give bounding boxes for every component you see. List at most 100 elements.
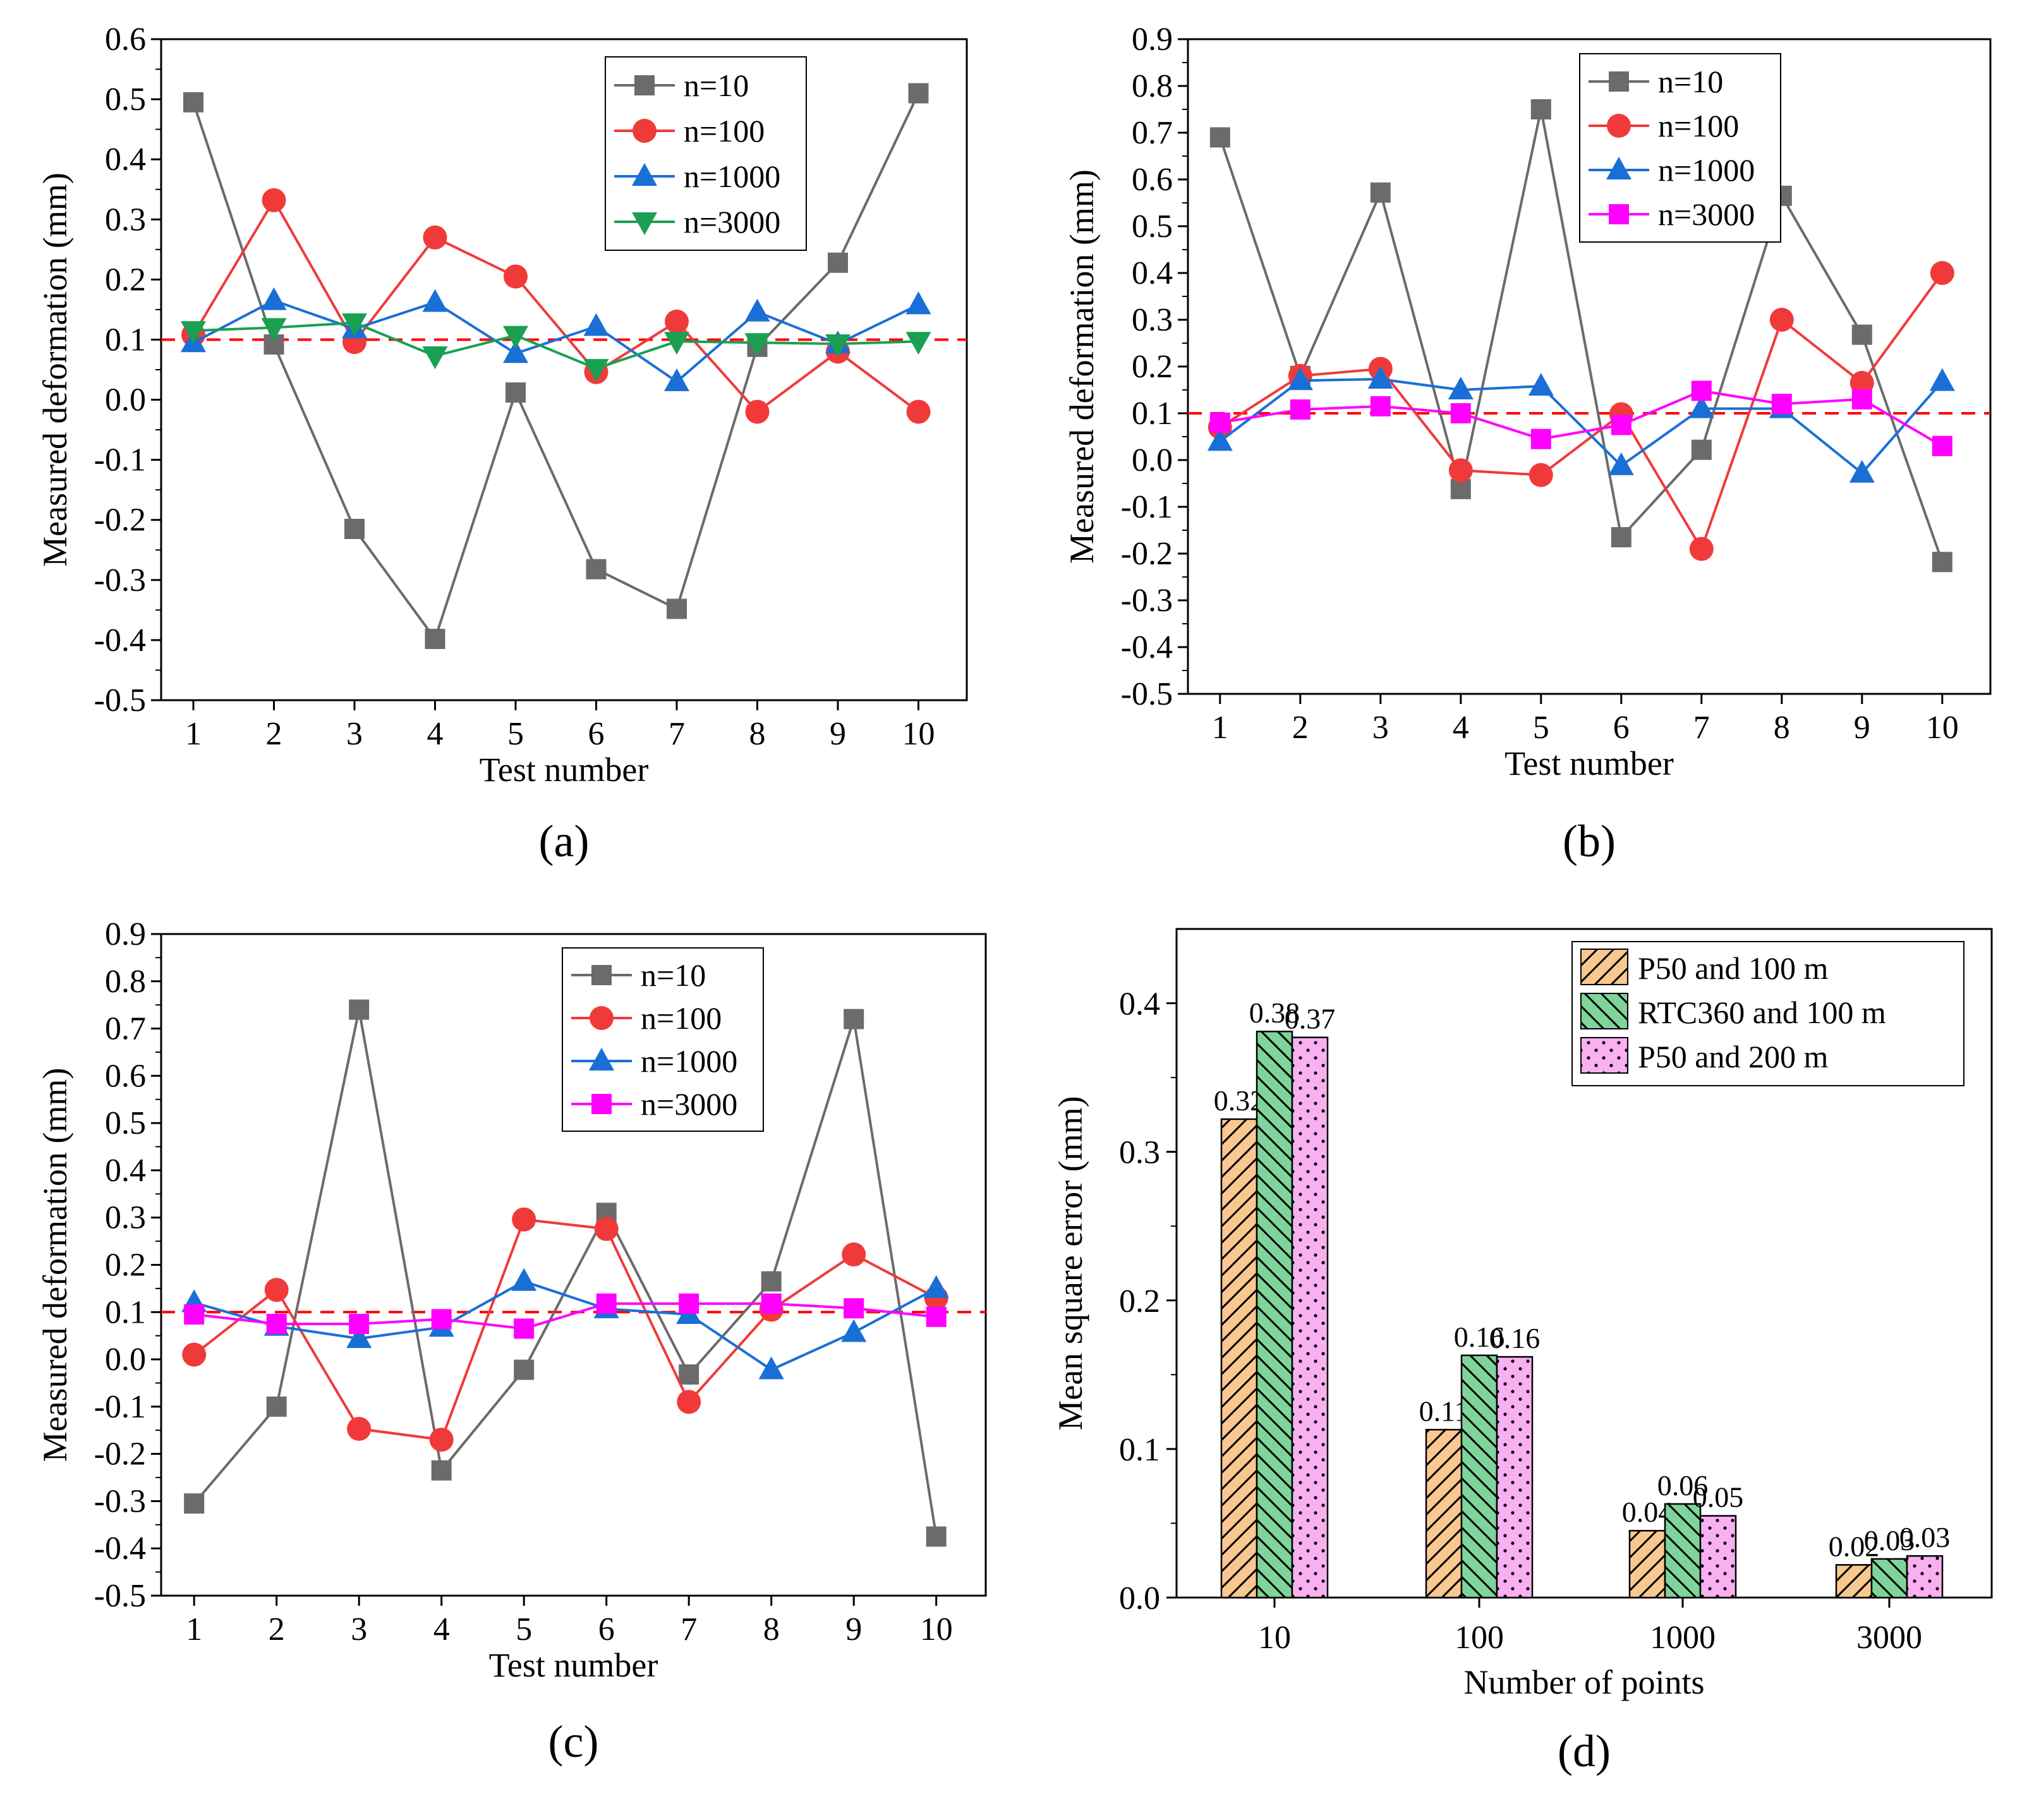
data-point [1367,365,1393,389]
y-tick-label: 0.6 [105,21,146,58]
y-axis-label: Mean square error (mm) [1051,1096,1089,1430]
y-tick-label: 0.6 [1132,162,1173,198]
x-tick-label: 4 [427,716,444,752]
x-tick-label: 7 [681,1611,697,1647]
x-tick-label: 3000 [1856,1620,1922,1656]
x-tick-label: 3 [351,1611,367,1647]
data-point [664,332,689,355]
y-tick-label: 0.3 [1132,302,1173,338]
plot-frame [160,38,968,701]
data-point [261,287,287,310]
data-point [583,313,609,336]
data-point [825,334,851,358]
x-tick-label: 8 [749,716,766,752]
data-point [1688,395,1714,418]
data-point [349,1313,370,1334]
legend-marker [633,119,657,143]
data-point [1849,370,1874,395]
data-point [266,1396,287,1417]
data-point [182,1342,207,1367]
data-point [664,368,689,392]
series-line-n-1000 [193,1280,937,1371]
series-line-n-3000 [193,1302,936,1330]
data-point [744,333,770,356]
x-axis-label: Test number [480,751,649,789]
legend-label: n=3000 [641,1086,737,1122]
x-axis-label: Test number [489,1646,658,1684]
data-point [677,1390,701,1414]
legend-label: P50 and 100 m [1638,950,1829,986]
y-tick-label: -0.1 [94,442,146,478]
data-point [183,92,203,112]
legend-label: n=1000 [641,1043,737,1079]
y-tick-label: 0.1 [1132,396,1173,432]
data-point [758,1356,784,1380]
x-tick-label: 100 [1455,1620,1504,1656]
data-point [744,298,770,322]
data-point [828,252,848,273]
y-tick-label: 0.1 [105,322,146,358]
data-point [594,1216,619,1241]
y-tick-label: -0.2 [1121,536,1173,572]
bar-value-label: 0.06 [1657,1469,1709,1502]
data-point [1769,308,1794,332]
bar-value-label: 0.11 [1419,1395,1469,1427]
legend-label: n=100 [684,113,765,149]
y-tick-label: 0.9 [1132,21,1173,58]
data-point [261,318,287,341]
bar [1496,1356,1534,1599]
series-line-n-1000 [1219,377,1944,475]
data-point [346,1325,372,1349]
legend-marker [591,1094,612,1114]
data-point [745,399,770,424]
x-tick-label: 5 [1533,710,1549,746]
x-axis-label: Test number [1504,744,1674,782]
data-point [596,1293,617,1314]
data-point [425,629,445,650]
legend-label: n=100 [641,1000,722,1036]
y-tick-label: 0.2 [1132,349,1173,385]
y-tick-label: -0.2 [94,1436,146,1472]
legend-marker [634,75,655,95]
data-point [1932,435,1952,456]
data-point [511,1268,537,1291]
panel-b: -0.5 -0.4 -0.3 -0.2 -0.1 0.0 0.1 0.2 0.3 0.4 0.5 0.… [1063,21,1992,866]
data-point [761,1271,782,1292]
data-point [761,1293,782,1314]
legend-swatch [1580,949,1628,985]
y-tick-label: -0.4 [1121,629,1173,665]
data-point [431,1309,452,1330]
y-tick-label: -0.3 [94,1483,146,1519]
x-tick-label: 2 [269,1611,285,1647]
x-tick-label: 1 [1212,710,1228,746]
data-point [926,1526,947,1547]
legend-marker [1609,204,1629,224]
legend-label: n=100 [1658,108,1739,143]
data-point [504,264,528,289]
data-point [1691,380,1712,401]
bar-value-label: 0.16 [1489,1322,1541,1354]
x-tick-label: 2 [266,716,282,752]
series-line-n-1000 [193,299,919,384]
x-tick-label: 6 [1613,710,1630,746]
data-point [1851,324,1872,345]
y-tick-label: -0.4 [94,1531,146,1567]
legend-marker [590,1006,614,1030]
data-point [431,1460,452,1481]
data-point [1608,452,1634,475]
x-tick-label: 9 [1854,710,1870,746]
x-tick-label: 6 [588,716,605,752]
data-point [429,1428,454,1452]
y-tick-label: 0.8 [105,964,146,1000]
legend-swatch [1580,993,1628,1029]
data-point [512,1207,536,1232]
data-point [1689,537,1714,561]
data-point [423,225,447,250]
data-point [1611,527,1631,548]
data-point [1851,389,1872,410]
data-point [1370,182,1391,203]
data-point [1691,439,1712,460]
bar-value-label: 0.03 [1899,1521,1951,1553]
panel-d: 0.00.10.20.30.4100.320.380.371000.110.16… [1051,928,1993,1776]
data-point [926,1306,947,1327]
